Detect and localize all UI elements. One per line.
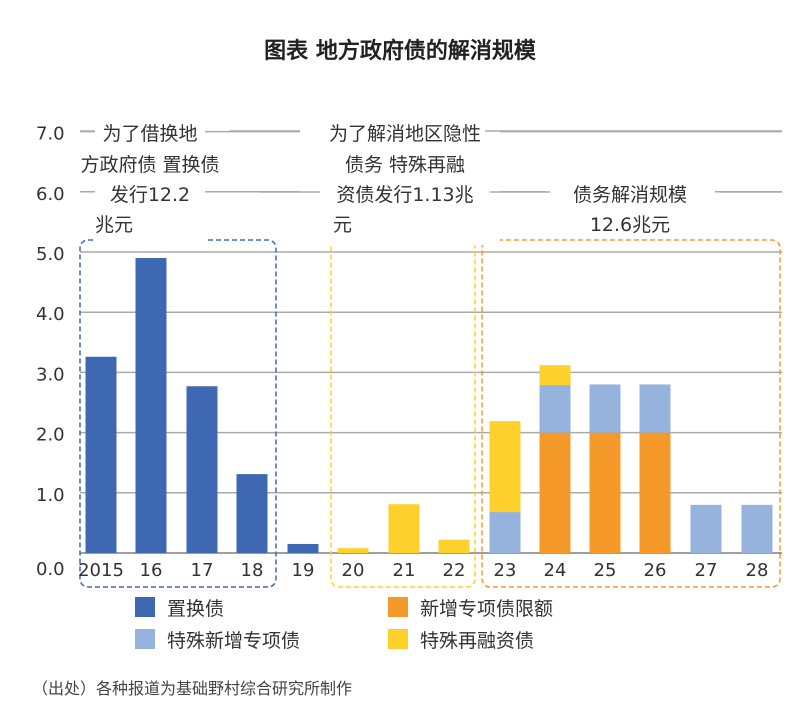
y-tick-label: 7.0 bbox=[36, 124, 65, 145]
legend-label: 特殊新增专项债 bbox=[167, 630, 300, 652]
bar-21-series-3 bbox=[388, 504, 420, 553]
legend-label: 特殊再融资债 bbox=[420, 630, 534, 652]
bar-20-series-3 bbox=[337, 548, 369, 553]
bar-28-series-2 bbox=[741, 504, 773, 553]
y-tick-label: 1.0 bbox=[36, 485, 65, 506]
annotation-text: 方政府债 置换债 bbox=[80, 154, 219, 176]
legend-swatch-1 bbox=[388, 597, 408, 617]
legend-swatch-0 bbox=[135, 597, 155, 617]
y-tick-label: 0.0 bbox=[36, 559, 65, 580]
annotation-text: 资债发行1.13兆 bbox=[336, 184, 473, 206]
group-box-resolution bbox=[481, 239, 781, 588]
annotation-text: 元 bbox=[333, 214, 352, 236]
annotation-text: 12.6兆元 bbox=[590, 214, 670, 236]
bar-26-series-2 bbox=[639, 384, 671, 433]
x-tick-label: 23 bbox=[494, 560, 517, 581]
bar-25-series-1 bbox=[589, 432, 621, 553]
y-tick-label: 6.0 bbox=[36, 184, 65, 205]
annotation-background bbox=[545, 180, 715, 235]
x-tick-label: 16 bbox=[140, 560, 163, 581]
annotation-text: 为了借换地 bbox=[102, 123, 197, 145]
x-tick-label: 24 bbox=[544, 560, 567, 581]
y-tick-label: 5.0 bbox=[36, 244, 65, 265]
x-tick-label: 25 bbox=[594, 560, 617, 581]
bar-26-series-1 bbox=[639, 432, 671, 553]
source-note: （出处）各种报道为基础野村综合研究所制作 bbox=[32, 679, 352, 698]
bar-18-series-0 bbox=[236, 474, 268, 553]
x-tick-label: 27 bbox=[695, 560, 718, 581]
annotation-text: 兆元 bbox=[95, 214, 133, 236]
legend-label: 新增专项债限额 bbox=[420, 598, 553, 620]
annotation-text: 债务 特殊再融 bbox=[345, 154, 465, 176]
annotation-text: 债务解消规模 bbox=[573, 184, 687, 206]
chart-title: 图表 地方政府债的解消规模 bbox=[264, 38, 537, 64]
annotation-text: 发行12.2 bbox=[110, 184, 190, 206]
bar-24-series-1 bbox=[539, 432, 571, 553]
legend-swatch-3 bbox=[388, 629, 408, 649]
x-tick-label: 19 bbox=[292, 560, 315, 581]
legend-label: 置换债 bbox=[167, 598, 224, 620]
bar-25-series-2 bbox=[589, 384, 621, 433]
y-tick-label: 3.0 bbox=[36, 364, 65, 385]
bar-2015-series-0 bbox=[85, 356, 117, 553]
x-tick-label: 17 bbox=[191, 560, 214, 581]
annotation-text: 为了解消地区隐性 bbox=[329, 123, 481, 145]
x-tick-label: 26 bbox=[644, 560, 667, 581]
x-tick-label: 21 bbox=[393, 560, 416, 581]
bar-23-series-2 bbox=[489, 512, 521, 553]
x-tick-label: 28 bbox=[746, 560, 769, 581]
bar-17-series-0 bbox=[186, 386, 218, 553]
x-tick-label: 22 bbox=[443, 560, 466, 581]
bar-24-series-2 bbox=[539, 385, 571, 433]
legend-swatch-2 bbox=[135, 629, 155, 649]
x-tick-label: 2015 bbox=[78, 560, 124, 581]
y-tick-label: 4.0 bbox=[36, 304, 65, 325]
x-tick-label: 20 bbox=[342, 560, 365, 581]
y-tick-label: 2.0 bbox=[36, 425, 65, 446]
annotation-background bbox=[95, 120, 205, 245]
bar-27-series-2 bbox=[690, 504, 722, 553]
bar-22-series-3 bbox=[438, 539, 470, 553]
bar-19-series-0 bbox=[287, 543, 319, 553]
bar-24-series-3 bbox=[539, 365, 571, 386]
bar-16-series-0 bbox=[135, 258, 167, 553]
x-tick-label: 18 bbox=[241, 560, 264, 581]
bar-23-series-3 bbox=[489, 421, 521, 513]
annotation-background bbox=[300, 120, 500, 245]
